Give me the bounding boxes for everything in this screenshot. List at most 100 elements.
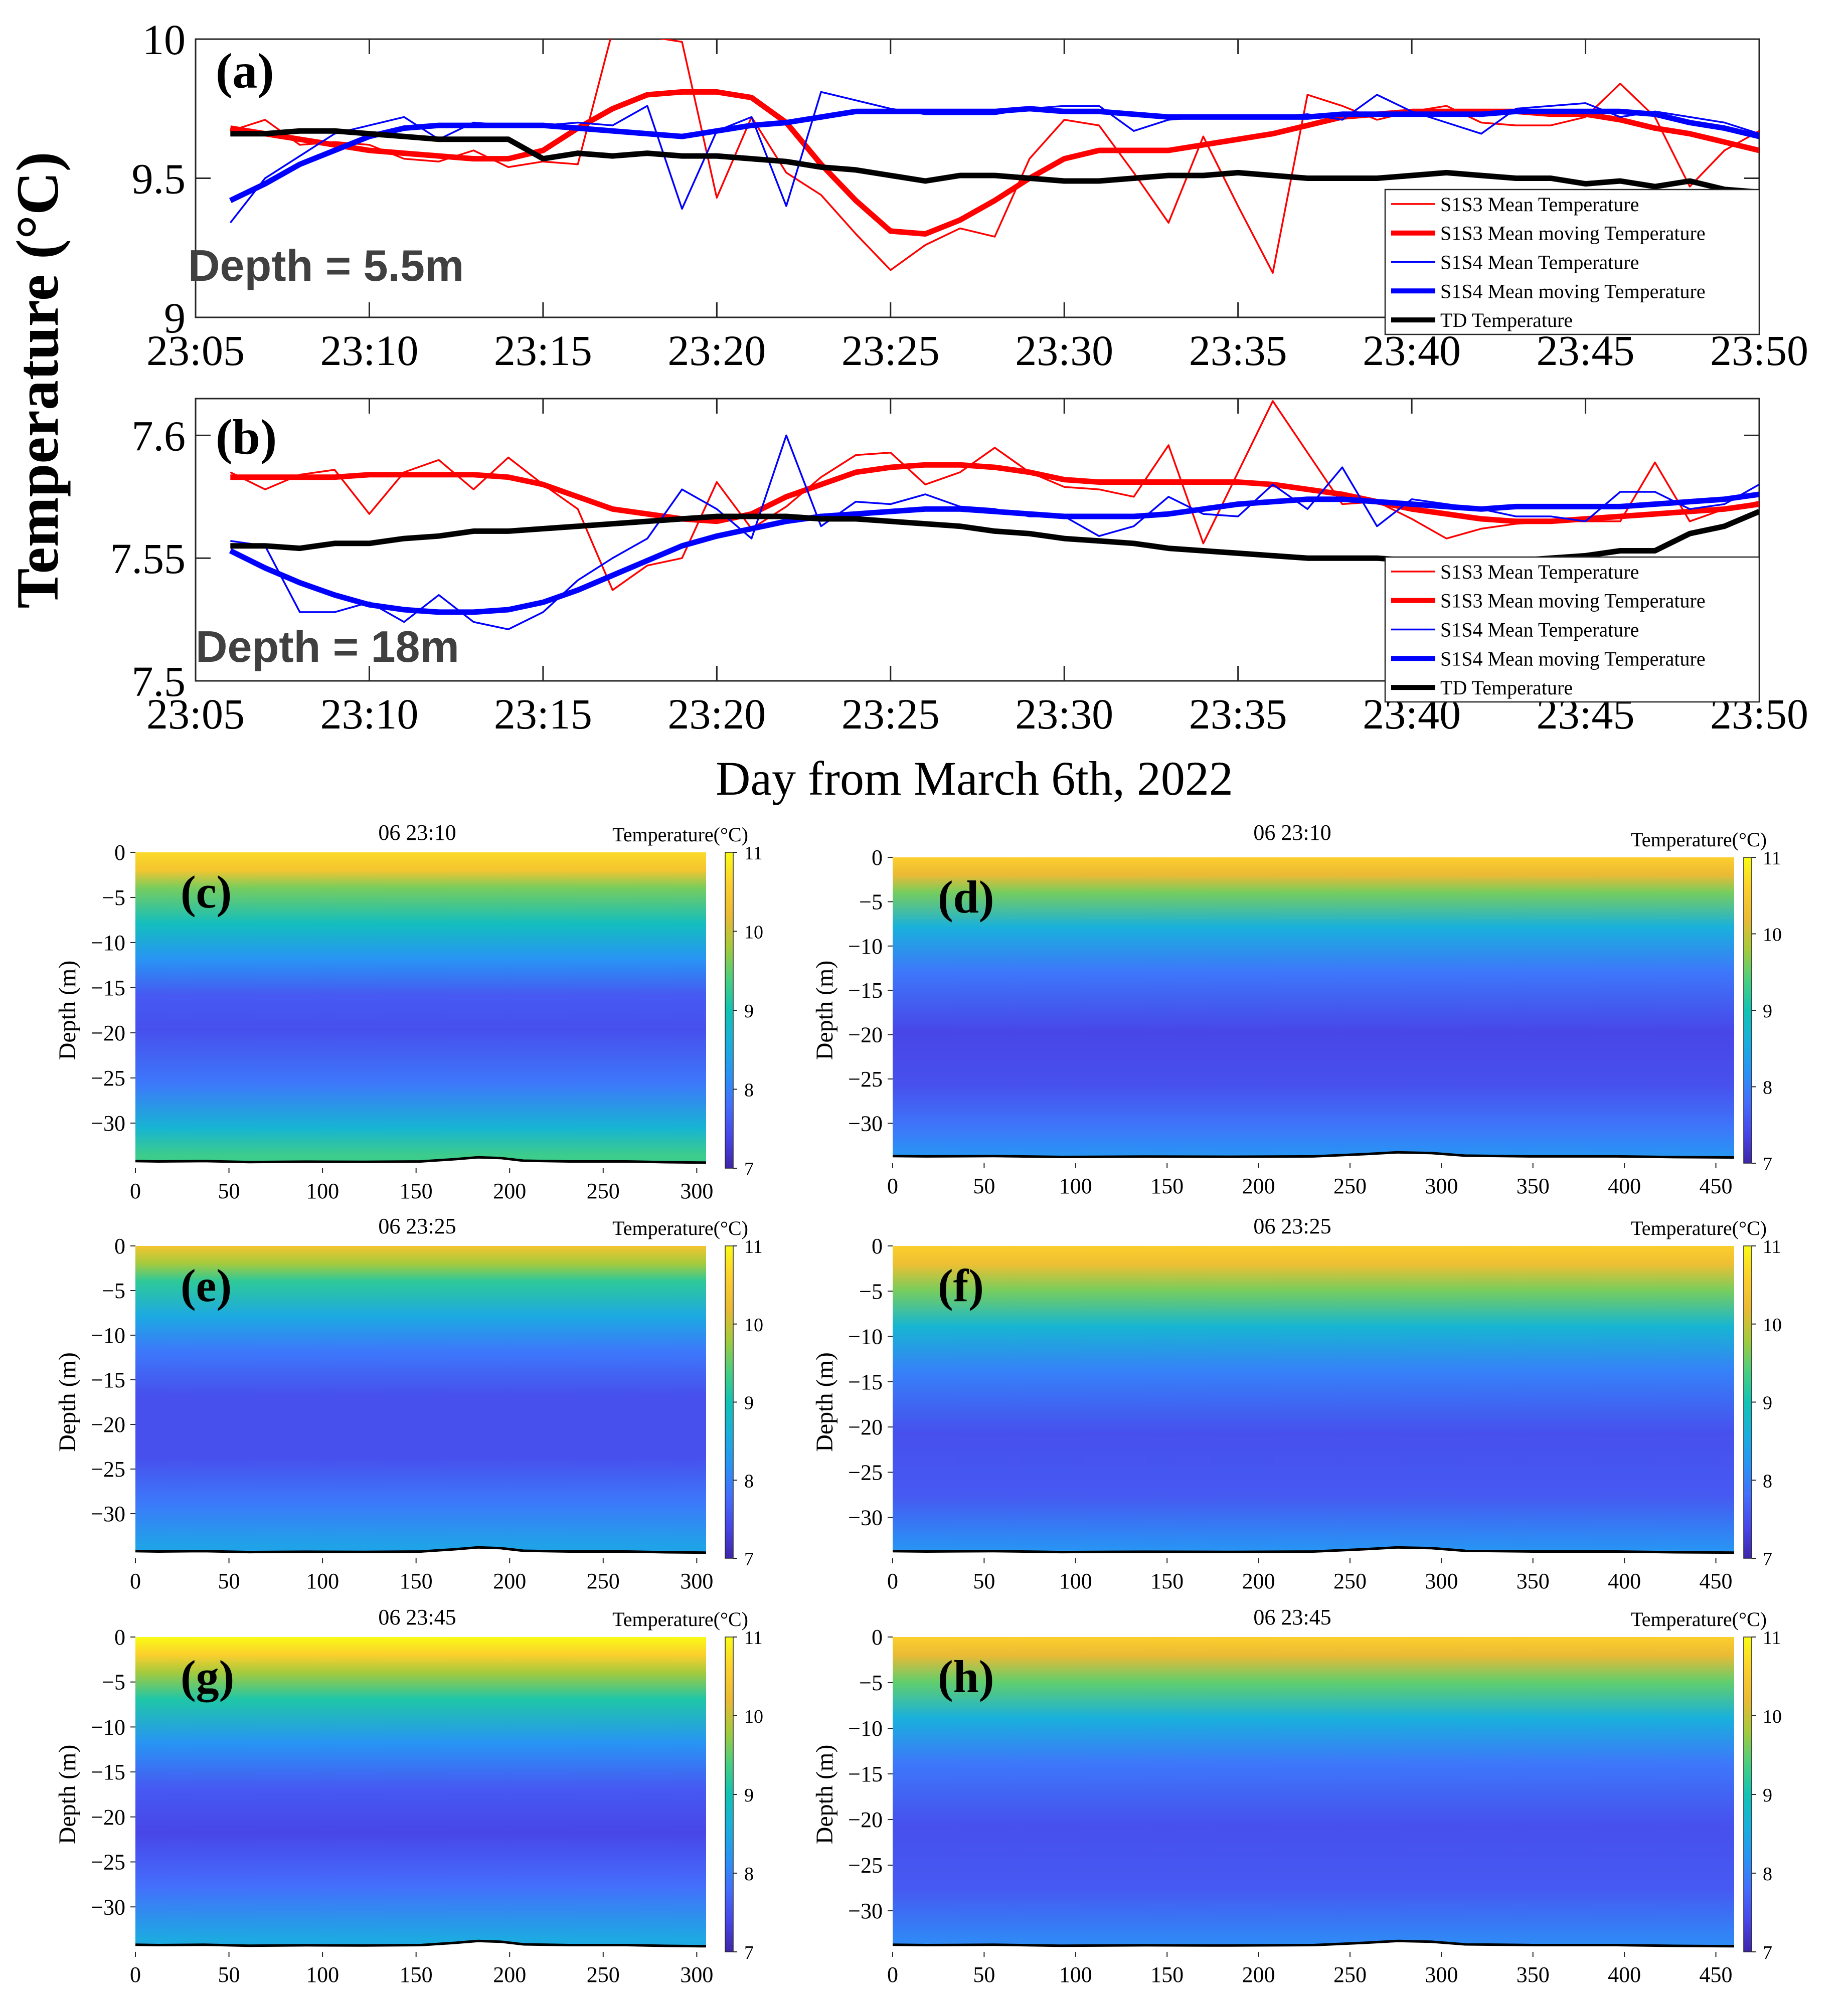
x-tick-label: 23:25 xyxy=(842,690,940,738)
panel-title: 06 23:25 xyxy=(378,1214,456,1238)
colorbar-tick-label: 10 xyxy=(744,922,763,943)
x-tick-label: 350 xyxy=(1517,1569,1550,1593)
legend: S1S3 Mean Temperature S1S3 Mean moving Te… xyxy=(1384,189,1760,335)
x-tick-label: 23:20 xyxy=(667,690,766,738)
y-tick-label: −20 xyxy=(848,1023,883,1047)
x-tick-label: 350 xyxy=(1517,1174,1550,1198)
y-tick-label: −10 xyxy=(848,1716,883,1741)
temperature-field xyxy=(135,1637,706,1948)
colorbar-tick-label: 8 xyxy=(1763,1471,1772,1492)
x-tick-label: 200 xyxy=(1242,1569,1275,1593)
y-tick-label: −30 xyxy=(848,1506,883,1530)
seabed-line xyxy=(892,1546,1735,1554)
y-tick-label: −5 xyxy=(859,889,883,914)
x-tick-label: 100 xyxy=(306,1179,339,1203)
x-tick-label: 50 xyxy=(973,1962,995,1987)
line-chart-b: 23:05 23:10 23:15 23:20 23:25 23:30 23:35 23:40… xyxy=(110,398,1808,738)
temperature-field xyxy=(135,1246,706,1554)
temperature-field xyxy=(893,1246,1734,1554)
x-tick-label: 400 xyxy=(1608,1569,1641,1593)
y-tick-label: −15 xyxy=(91,1368,125,1392)
x-tick-label: 300 xyxy=(680,1962,713,1987)
colorbar-tick-label: 9 xyxy=(1763,1393,1772,1414)
y-tick-label: 7.5 xyxy=(132,657,186,705)
colorbar-label: Temperature(°C) xyxy=(1631,1217,1767,1239)
y-tick-label: −25 xyxy=(848,1460,883,1485)
x-tick-label: 23:10 xyxy=(320,326,418,375)
x-tick-label: 300 xyxy=(1425,1962,1458,1987)
x-tick-label: 150 xyxy=(400,1179,433,1203)
colorbar-tick-label: 8 xyxy=(1763,1864,1772,1885)
y-tick-label: −25 xyxy=(91,1066,125,1090)
colorbar-label: Temperature(°C) xyxy=(612,1608,748,1630)
heatmap-panel-e: 0 50 100 150 200 250 300 0 −5 −10 −15 −20 −25 −30 Dept… xyxy=(54,1214,763,1593)
x-tick-label: 23:35 xyxy=(1189,326,1287,375)
legend-entry: S1S4 Mean moving Temperature xyxy=(1440,280,1706,302)
panel-label: (h) xyxy=(938,1651,994,1702)
legend-entry: S1S4 Mean Temperature xyxy=(1440,251,1639,274)
legend-entry: TD Temperature xyxy=(1440,676,1573,699)
y-tick-label: −5 xyxy=(102,885,125,910)
seabed-fill xyxy=(135,1157,706,1168)
colorbar xyxy=(1743,857,1752,1164)
colorbar-label: Temperature(°C) xyxy=(612,1217,748,1239)
x-tick-label: 250 xyxy=(587,1569,620,1593)
heatmap-panel-g: 0 50 100 150 200 250 300 0 −5 −10 −15 −20 −25 −30 Dept… xyxy=(54,1605,763,1987)
y-tick-label: −15 xyxy=(91,1760,125,1784)
colorbar xyxy=(725,1637,734,1952)
x-tick-label: 0 xyxy=(130,1962,141,1987)
heatmap-panel-d: 0 50 100 150 200 250 300 350 400 450 0 −5 −10 −15 −20 −… xyxy=(811,820,1782,1198)
y-tick-label: 9.5 xyxy=(132,155,186,203)
colorbar xyxy=(725,1245,734,1559)
x-tick-label: 200 xyxy=(493,1962,526,1987)
x-tick-label: 150 xyxy=(1150,1174,1184,1198)
colorbar-tick-label: 11 xyxy=(744,1627,763,1649)
legend-entry: TD Temperature xyxy=(1440,309,1573,331)
colorbar-tick-label: 9 xyxy=(744,1393,754,1414)
y-tick-label: 0 xyxy=(114,1625,125,1650)
colorbar-tick-label: 9 xyxy=(1763,1001,1772,1022)
y-axis-label: Depth (m) xyxy=(54,1352,81,1452)
x-tick-label: 150 xyxy=(1150,1962,1184,1987)
colorbar-tick-label: 8 xyxy=(744,1471,754,1492)
legend-box xyxy=(1384,189,1760,335)
y-tick-label: −10 xyxy=(848,1325,883,1349)
heatmap-panel-c: 0 50 100 150 200 250 300 0 −5 −10 −15 −20 −25 −30 Dept… xyxy=(54,820,763,1203)
y-tick-label: −10 xyxy=(848,934,883,959)
temperature-field xyxy=(135,852,706,1164)
y-tick-label: −25 xyxy=(848,1067,883,1092)
y-tick-label: 10 xyxy=(142,16,186,64)
seabed-fill xyxy=(135,1547,706,1558)
x-tick-label: 250 xyxy=(1333,1174,1367,1198)
x-tick-label: 200 xyxy=(1242,1174,1275,1198)
shared-ylabel: Temperature (°C) xyxy=(4,151,71,608)
x-tick-label: 200 xyxy=(1242,1962,1275,1987)
y-tick-label: 0 xyxy=(114,1234,125,1258)
colorbar-tick-label: 7 xyxy=(744,1549,754,1570)
x-tick-label: 23:05 xyxy=(146,326,245,375)
x-tick-label: 0 xyxy=(887,1569,898,1593)
y-tick-label: −20 xyxy=(848,1415,883,1439)
x-tick-label: 23:25 xyxy=(842,326,940,375)
x-tick-label: 0 xyxy=(130,1179,141,1203)
x-tick-label: 23:10 xyxy=(320,690,418,738)
legend-entry: S1S4 Mean moving Temperature xyxy=(1440,647,1706,670)
y-axis-label: Depth (m) xyxy=(811,961,838,1060)
x-tick-label: 150 xyxy=(400,1569,433,1593)
x-tick-label: 50 xyxy=(218,1569,240,1593)
series-line-3 xyxy=(229,491,1759,615)
legend-box xyxy=(1384,556,1760,703)
colorbar-tick-label: 10 xyxy=(744,1315,763,1336)
y-tick-label: −30 xyxy=(848,1111,883,1136)
y-tick-label: −20 xyxy=(91,1805,125,1830)
y-tick-label: −15 xyxy=(91,976,125,1000)
colorbar xyxy=(725,852,734,1169)
seabed-line xyxy=(892,1151,1735,1159)
colorbar-tick-label: 9 xyxy=(744,1785,754,1806)
legend-entry: S1S3 Mean Temperature xyxy=(1440,561,1639,583)
y-tick-label: −30 xyxy=(91,1895,125,1919)
colorbar-tick-label: 8 xyxy=(744,1080,754,1101)
y-tick-label: −20 xyxy=(91,1021,125,1045)
y-axis-label: Depth (m) xyxy=(811,1352,838,1452)
